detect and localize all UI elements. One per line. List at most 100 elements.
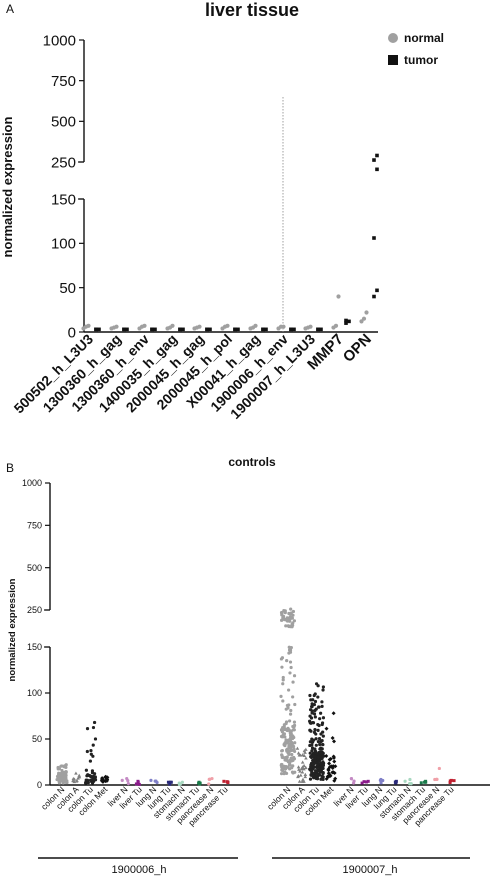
control-point [313, 727, 317, 732]
normal-point [336, 294, 341, 299]
tumor-point [375, 288, 379, 293]
control-point [321, 734, 325, 738]
control-point [104, 778, 109, 783]
control-point [289, 645, 293, 650]
control-point [331, 711, 336, 716]
control-point [314, 743, 318, 747]
control-point [289, 733, 293, 737]
control-point [319, 732, 323, 736]
control-point [298, 773, 303, 777]
control-point [281, 675, 285, 680]
control-point [293, 770, 297, 774]
control-point [285, 728, 289, 732]
control-point [291, 764, 295, 768]
tumor-point [372, 294, 376, 299]
control-point [318, 717, 322, 721]
control-point [304, 765, 308, 770]
tumor-point [125, 327, 129, 332]
control-point [291, 728, 296, 732]
control-point [86, 773, 90, 777]
control-point [292, 747, 296, 751]
control-point [89, 775, 93, 779]
control-point [302, 767, 306, 771]
control-point [315, 752, 319, 756]
control-point [293, 702, 297, 707]
normal-point [333, 323, 339, 328]
panel-a-y-tick-label: 1000 [43, 32, 76, 49]
control-point [408, 777, 412, 782]
control-point [288, 763, 292, 767]
control-point [84, 768, 88, 772]
tumor-point [236, 327, 240, 332]
control-point [280, 665, 284, 669]
normal-point [359, 319, 364, 324]
legend: normal tumor [388, 31, 444, 67]
control-point [290, 736, 295, 741]
control-point [281, 699, 285, 703]
normal-point [361, 316, 367, 321]
control-point [74, 771, 78, 775]
control-point [279, 694, 283, 698]
control-point [89, 748, 93, 753]
control-point [310, 705, 314, 709]
control-point [362, 780, 366, 784]
control-point [57, 779, 61, 784]
normal-point [281, 324, 286, 329]
control-point [299, 767, 304, 771]
control-point [91, 743, 95, 747]
panel-b-y-tick-label: 500 [27, 563, 42, 573]
panel-b-y-tick-label: 250 [27, 605, 42, 615]
control-point [284, 618, 288, 622]
panel-letter-b: B [6, 461, 14, 475]
control-point [297, 779, 302, 783]
control-point [292, 674, 297, 678]
control-point [105, 775, 110, 780]
control-point [320, 704, 324, 708]
control-point [72, 779, 77, 784]
control-point [331, 754, 336, 759]
panel-a-y-tick-label: 250 [51, 154, 76, 171]
control-point [281, 678, 285, 682]
panel-b-y-tick-label: 50 [32, 734, 42, 744]
control-point [316, 684, 320, 688]
control-point [280, 730, 284, 734]
control-point [85, 749, 89, 754]
control-point [332, 770, 337, 775]
control-point [313, 699, 318, 704]
control-point [288, 739, 292, 743]
control-point [317, 773, 322, 777]
control-point [321, 743, 325, 747]
control-point [300, 753, 305, 757]
normal-point [114, 324, 119, 329]
tumor-point [233, 327, 237, 332]
control-point [311, 720, 315, 725]
control-point [291, 621, 295, 625]
control-point [288, 660, 293, 664]
control-point [198, 781, 202, 785]
control-point [77, 773, 82, 777]
control-point [289, 756, 293, 760]
control-point [321, 716, 326, 720]
control-point [288, 759, 292, 763]
control-point [55, 777, 59, 782]
control-point [63, 764, 67, 768]
control-point [283, 743, 287, 748]
control-point [280, 749, 284, 753]
control-point [309, 755, 314, 759]
control-point [284, 707, 288, 711]
control-point [126, 779, 130, 783]
control-point [448, 781, 452, 785]
control-point [292, 755, 296, 760]
control-point [287, 719, 292, 723]
control-point [309, 765, 313, 769]
control-point [300, 760, 305, 764]
tumor-point [375, 167, 379, 172]
control-point [319, 711, 323, 715]
control-point [166, 780, 170, 784]
control-point [280, 618, 284, 622]
tumor-point [205, 327, 209, 332]
normal-point [86, 323, 91, 328]
control-point [408, 782, 412, 786]
